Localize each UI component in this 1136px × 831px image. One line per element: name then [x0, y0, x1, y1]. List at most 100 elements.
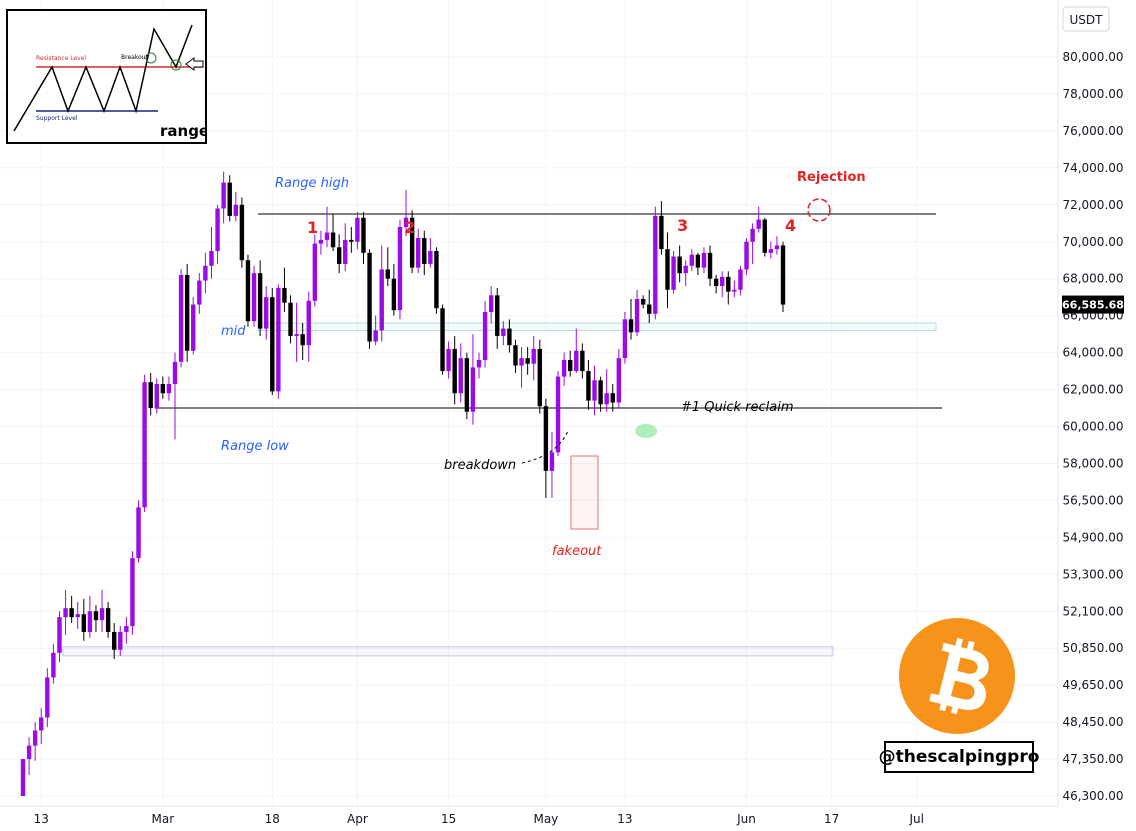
candle-body	[501, 328, 506, 336]
candle-body	[75, 614, 80, 618]
candle-body	[239, 204, 245, 261]
candle-body	[69, 608, 74, 618]
candle-body	[622, 319, 628, 359]
candle	[525, 347, 530, 375]
candle-body	[312, 243, 318, 301]
candle-body	[343, 239, 348, 264]
candle-body	[695, 254, 701, 268]
candle-body	[197, 280, 202, 305]
candle-body	[519, 358, 524, 366]
breakdown-label: breakdown	[444, 458, 516, 473]
range-low-label: Range low	[221, 439, 289, 454]
candle-body	[464, 358, 470, 412]
candle	[142, 374, 147, 512]
time-tick-label: 13	[617, 812, 632, 826]
candle	[482, 300, 488, 368]
touch-1-label: 1	[307, 218, 318, 237]
candle	[543, 398, 549, 498]
price-tick-label: 72,000.00	[1062, 198, 1123, 212]
candle-body	[750, 228, 755, 242]
support-level-label: Support Level	[36, 115, 78, 122]
candle	[221, 171, 226, 224]
range-high-label: Range high	[275, 176, 349, 191]
candle-body	[391, 278, 397, 311]
candle	[707, 245, 713, 287]
bitcoin-icon	[899, 618, 1015, 734]
candle-body	[148, 382, 153, 409]
candle-body	[221, 182, 226, 209]
grid	[0, 0, 1058, 806]
candle	[45, 668, 50, 728]
candle-body	[318, 239, 324, 244]
candle	[403, 190, 409, 237]
candle	[300, 323, 305, 360]
candle	[616, 348, 622, 409]
candle	[598, 376, 603, 412]
candle	[391, 263, 397, 316]
candle-body	[276, 287, 281, 392]
candle	[732, 280, 737, 298]
time-axis[interactable]: 13 Mar 18 Apr 15 May 13 Jun 17 Jul	[34, 812, 924, 826]
candle-body	[32, 730, 38, 746]
candle	[501, 321, 506, 346]
candle	[470, 334, 476, 425]
candle-body	[282, 287, 287, 303]
time-tick-label: Apr	[347, 812, 368, 826]
candle-body	[610, 393, 615, 403]
inset-title: range	[160, 122, 205, 140]
candle	[136, 500, 141, 563]
candle	[197, 273, 202, 314]
candle-body	[446, 348, 451, 372]
candle-body	[768, 249, 774, 253]
rejection-label: Rejection	[797, 170, 866, 185]
candle-body	[470, 367, 476, 412]
candle	[336, 234, 342, 274]
candle-body	[713, 278, 719, 287]
time-tick-label: Jul	[909, 812, 924, 826]
candle	[750, 223, 755, 264]
candle-body	[531, 348, 536, 364]
candle	[640, 295, 646, 309]
candle-body	[349, 239, 354, 242]
candle	[288, 295, 293, 344]
candle	[105, 602, 111, 638]
candle-body	[683, 265, 688, 274]
candle	[659, 201, 664, 255]
price-axis[interactable]: 80,000.00 78,000.00 76,000.00 74,000.00 72,0…	[1062, 50, 1123, 803]
candle	[762, 217, 767, 257]
time-tick-label: May	[533, 812, 558, 826]
mid-zone	[257, 322, 937, 331]
candle-body	[118, 631, 123, 650]
candle	[416, 228, 421, 274]
watermark-handle: @thescalpingpro	[879, 741, 1039, 773]
candle	[324, 206, 330, 248]
candle-body	[87, 611, 93, 632]
candle-body	[154, 384, 159, 409]
candles	[20, 171, 786, 796]
candle-body	[172, 361, 178, 385]
price-tick-label: 80,000.00	[1062, 50, 1123, 64]
rejection-circle	[807, 198, 831, 222]
candle	[148, 372, 153, 416]
candle-body	[379, 269, 384, 331]
candle	[695, 252, 701, 276]
candle-body	[63, 608, 68, 618]
candle-body	[142, 382, 147, 508]
candle	[318, 230, 324, 255]
touch-4-label: 4	[785, 216, 796, 235]
candle	[476, 352, 482, 379]
candle	[349, 226, 354, 253]
candle-body	[434, 250, 439, 309]
candle-body	[640, 299, 646, 305]
candle	[428, 238, 433, 268]
candle	[385, 247, 390, 287]
candle-body	[373, 330, 378, 342]
candle	[367, 249, 372, 349]
candle-body	[257, 273, 263, 329]
price-tick-label: 50,850.00	[1062, 641, 1123, 655]
candle	[647, 289, 652, 324]
currency-box[interactable]	[1062, 6, 1110, 32]
candle	[756, 206, 761, 233]
candle	[294, 302, 299, 362]
